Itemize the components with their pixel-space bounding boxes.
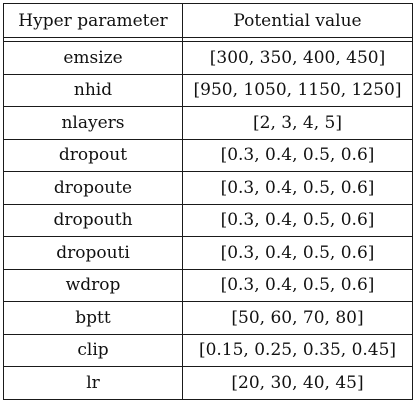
parameter-name-cell: dropoute [3, 171, 183, 205]
parameter-value-cell: [0.3, 0.4, 0.5, 0.6] [182, 171, 413, 205]
parameter-value-cell: [950, 1050, 1150, 1250] [182, 73, 413, 107]
parameter-value-cell: [300, 350, 400, 450] [182, 41, 413, 75]
parameter-value-cell: [0.3, 0.4, 0.5, 0.6] [182, 268, 413, 302]
table-row: lr [20, 30, 40, 45] [3, 366, 413, 400]
separator-row [3, 37, 413, 42]
parameter-name-cell: dropouth [3, 203, 183, 237]
table-row: nhid [950, 1050, 1150, 1250] [3, 73, 413, 107]
parameter-value-cell: [50, 60, 70, 80] [182, 301, 413, 335]
table-row: nlayers [2, 3, 4, 5] [3, 106, 413, 140]
parameter-value-cell: [2, 3, 4, 5] [182, 106, 413, 140]
parameter-name-cell: lr [3, 366, 183, 400]
table-row: emsize [300, 350, 400, 450] [3, 41, 413, 75]
parameter-value-cell: [0.3, 0.4, 0.5, 0.6] [182, 203, 413, 237]
header-hyper-parameter: Hyper parameter [3, 3, 183, 38]
table-row: dropoute [0.3, 0.4, 0.5, 0.6] [3, 171, 413, 205]
parameter-name-cell: nhid [3, 73, 183, 107]
parameter-name-cell: emsize [3, 41, 183, 75]
table-header: Hyper parameter Potential value [3, 3, 413, 38]
header-row: Hyper parameter Potential value [3, 3, 413, 38]
parameter-value-cell: [0.3, 0.4, 0.5, 0.6] [182, 138, 413, 172]
separator-cell-right [182, 37, 413, 42]
parameter-value-cell: [0.3, 0.4, 0.5, 0.6] [182, 236, 413, 270]
table-row: dropouth [0.3, 0.4, 0.5, 0.6] [3, 203, 413, 237]
parameter-name-cell: wdrop [3, 268, 183, 302]
table-row: dropout [0.3, 0.4, 0.5, 0.6] [3, 138, 413, 172]
parameter-name-cell: bptt [3, 301, 183, 335]
table-row: dropouti [0.3, 0.4, 0.5, 0.6] [3, 236, 413, 270]
table-row: clip [0.15, 0.25, 0.35, 0.45] [3, 333, 413, 367]
parameter-value-cell: [0.15, 0.25, 0.35, 0.45] [182, 333, 413, 367]
header-potential-value: Potential value [182, 3, 413, 38]
parameter-name-cell: dropouti [3, 236, 183, 270]
table-row: wdrop [0.3, 0.4, 0.5, 0.6] [3, 268, 413, 302]
hyperparameter-table-container: Hyper parameter Potential value emsize [… [3, 3, 413, 400]
hyperparameter-table: Hyper parameter Potential value emsize [… [3, 3, 413, 400]
parameter-name-cell: clip [3, 333, 183, 367]
parameter-name-cell: nlayers [3, 106, 183, 140]
parameter-name-cell: dropout [3, 138, 183, 172]
table-body: emsize [300, 350, 400, 450] nhid [950, 1… [3, 41, 413, 400]
double-rule-separator [3, 37, 413, 42]
parameter-value-cell: [20, 30, 40, 45] [182, 366, 413, 400]
table-row: bptt [50, 60, 70, 80] [3, 301, 413, 335]
